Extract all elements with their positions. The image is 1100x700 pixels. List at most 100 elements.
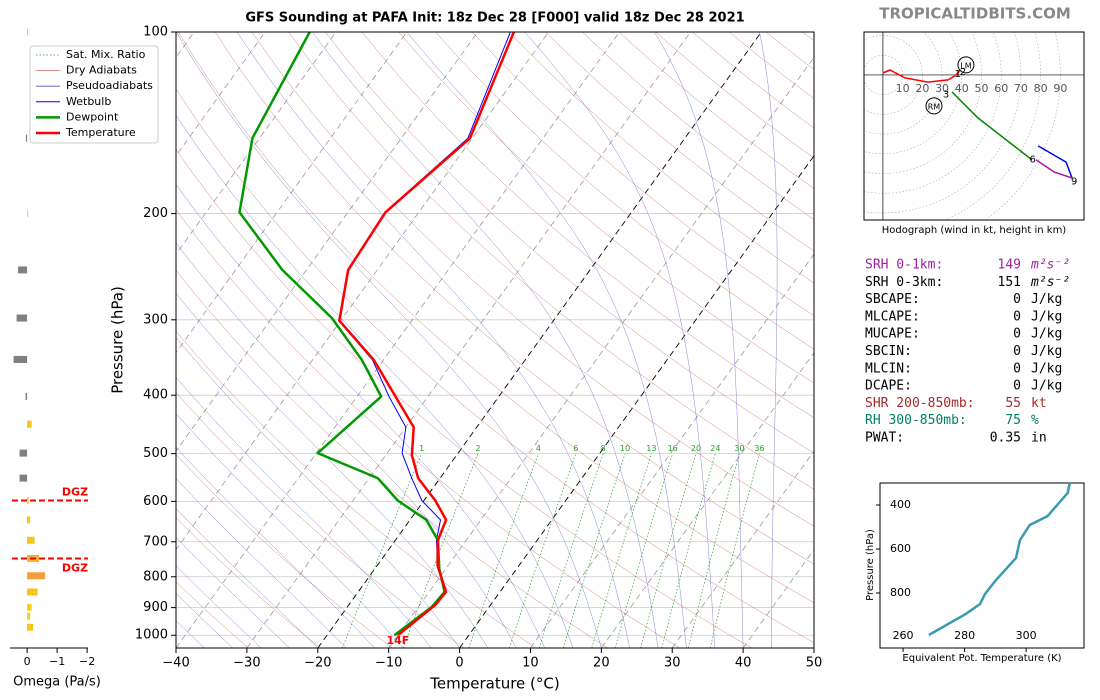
hodograph-line: [882, 69, 961, 83]
stat-unit: J/kg: [1031, 361, 1062, 376]
hodograph-ring-label: 30: [935, 82, 949, 95]
y-tick-label: 900: [143, 600, 168, 615]
mixing-ratio-line: [538, 453, 604, 648]
legend-label: Pseudoadiabats: [66, 79, 153, 92]
stat-unit: J/kg: [1031, 327, 1062, 342]
isotherm: [388, 56, 814, 648]
plot-frame: [175, 31, 815, 649]
thetae-frame: [879, 482, 1085, 649]
mixing-ratio-line: [341, 453, 422, 648]
isotherm: [176, 32, 620, 648]
pseudoadiabat: [176, 446, 375, 648]
x-tick-label: 20: [593, 656, 610, 671]
mixing-ratio-label: 36: [754, 444, 764, 453]
stat-value: 75: [1005, 413, 1021, 428]
legend-box: [29, 45, 159, 144]
isotherm: [176, 32, 408, 354]
height-label: 6: [1030, 155, 1036, 166]
stat-unit: in: [1031, 431, 1047, 446]
background-lines: 1 2 4 6 8 10 13 16 20 24 30 36: [176, 32, 814, 648]
dry-adiabat: [176, 330, 537, 648]
mixing-ratio-line: [614, 453, 674, 648]
y-tick-label: 400: [143, 388, 168, 403]
omega-tick-label: 0: [24, 655, 31, 668]
hodograph-label: Hodograph (wind in kt, height in km): [882, 225, 1067, 236]
omega-bar: [13, 355, 28, 363]
pseudoadiabat: [176, 565, 262, 648]
stat-label: SBCIN:: [865, 344, 912, 359]
isotherm: [176, 32, 549, 551]
pseudoadiabat: [176, 376, 432, 648]
legend-label: Sat. Mix. Ratio: [66, 48, 146, 61]
x-tick-label: 0: [455, 656, 463, 671]
hodograph-ring-label: 70: [1014, 82, 1028, 95]
mixing-ratio-line: [640, 453, 697, 648]
chart-title: GFS Sounding at PAFA Init: 18z Dec 28 [F…: [245, 11, 744, 26]
stat-value: 0: [1013, 327, 1021, 342]
legend-label: Wetbulb: [66, 95, 111, 108]
stat-unit: m²s⁻²: [1030, 258, 1070, 273]
stat-label: MUCAPE:: [865, 327, 920, 342]
hodograph-ring-label: 60: [994, 82, 1008, 95]
dry-adiabat: [176, 269, 609, 648]
x-tick-label: −40: [162, 656, 189, 671]
stat-label: SHR 200-850mb:: [865, 396, 975, 411]
omega-bar: [27, 516, 31, 524]
isotherm: [317, 32, 762, 648]
site-brand: TROPICALTIDBITS.COM: [879, 5, 1071, 23]
y-tick-label: 600: [143, 494, 168, 509]
pseudoadiabat: [759, 32, 778, 648]
y-tick-label: 800: [143, 569, 168, 584]
x-axis-label: Temperature (°C): [429, 675, 559, 693]
omega-bar: [27, 28, 29, 36]
dry-adiabat: [398, 32, 814, 384]
height-label: 1: [955, 69, 961, 80]
stat-label: RH 300-850mb:: [865, 413, 967, 428]
y-tick-label: 1000: [135, 628, 168, 643]
isotherm: [176, 32, 337, 255]
x-tick-label: −30: [233, 656, 260, 671]
dry-adiabat: [435, 32, 814, 350]
thetae-x-tick-label: 280: [954, 629, 975, 642]
storm-motion-label: LM: [960, 61, 971, 70]
mixing-ratio-label: 4: [536, 444, 541, 453]
thetae-line: [928, 482, 1072, 637]
pseudoadiabat: [176, 537, 290, 648]
isotherm: [459, 154, 814, 648]
y-tick-label: 300: [143, 312, 168, 327]
surface-annotation: 14F: [386, 634, 409, 647]
pseudoadiabat: [312, 32, 659, 648]
dry-adiabat: [176, 88, 814, 643]
dry-adiabat: [325, 32, 814, 454]
omega-bar: [27, 536, 35, 544]
mixing-ratio-label: 2: [475, 444, 480, 453]
thetae-y-tick-label: 800: [890, 586, 911, 599]
pseudoadiabat: [176, 337, 460, 648]
legend-label: Dry Adiabats: [66, 64, 137, 77]
thetae-x-tick-label: 300: [1016, 629, 1037, 642]
x-tick-label: −20: [304, 656, 331, 671]
dgz-label: DGZ: [62, 561, 88, 574]
omega-bar: [27, 572, 46, 580]
stat-label: DCAPE:: [865, 379, 912, 394]
pseudoadiabat: [176, 242, 517, 648]
dry-adiabat: [178, 32, 814, 604]
x-tick-label: −10: [375, 656, 402, 671]
stat-value: 0: [1013, 344, 1021, 359]
dry-adiabat: [176, 454, 393, 648]
stat-label: SRH 0-1km:: [865, 258, 943, 273]
omega-axis-label: Omega (Pa/s): [13, 675, 101, 690]
pseudoadiabat: [176, 478, 347, 648]
height-label: 9: [1071, 176, 1077, 187]
omega-bar: [27, 603, 32, 611]
y-tick-label: 700: [143, 534, 168, 549]
dry-adiabat: [508, 32, 814, 284]
x-tick-label: 40: [735, 656, 752, 671]
dry-adiabat: [472, 32, 814, 317]
mixing-ratio-label: 20: [691, 444, 701, 453]
hodograph-ring-label: 90: [1053, 82, 1067, 95]
pseudoadiabat: [406, 32, 687, 648]
stat-value: 55: [1005, 396, 1021, 411]
stat-unit: J/kg: [1031, 292, 1062, 307]
stat-value: 0: [1013, 361, 1021, 376]
